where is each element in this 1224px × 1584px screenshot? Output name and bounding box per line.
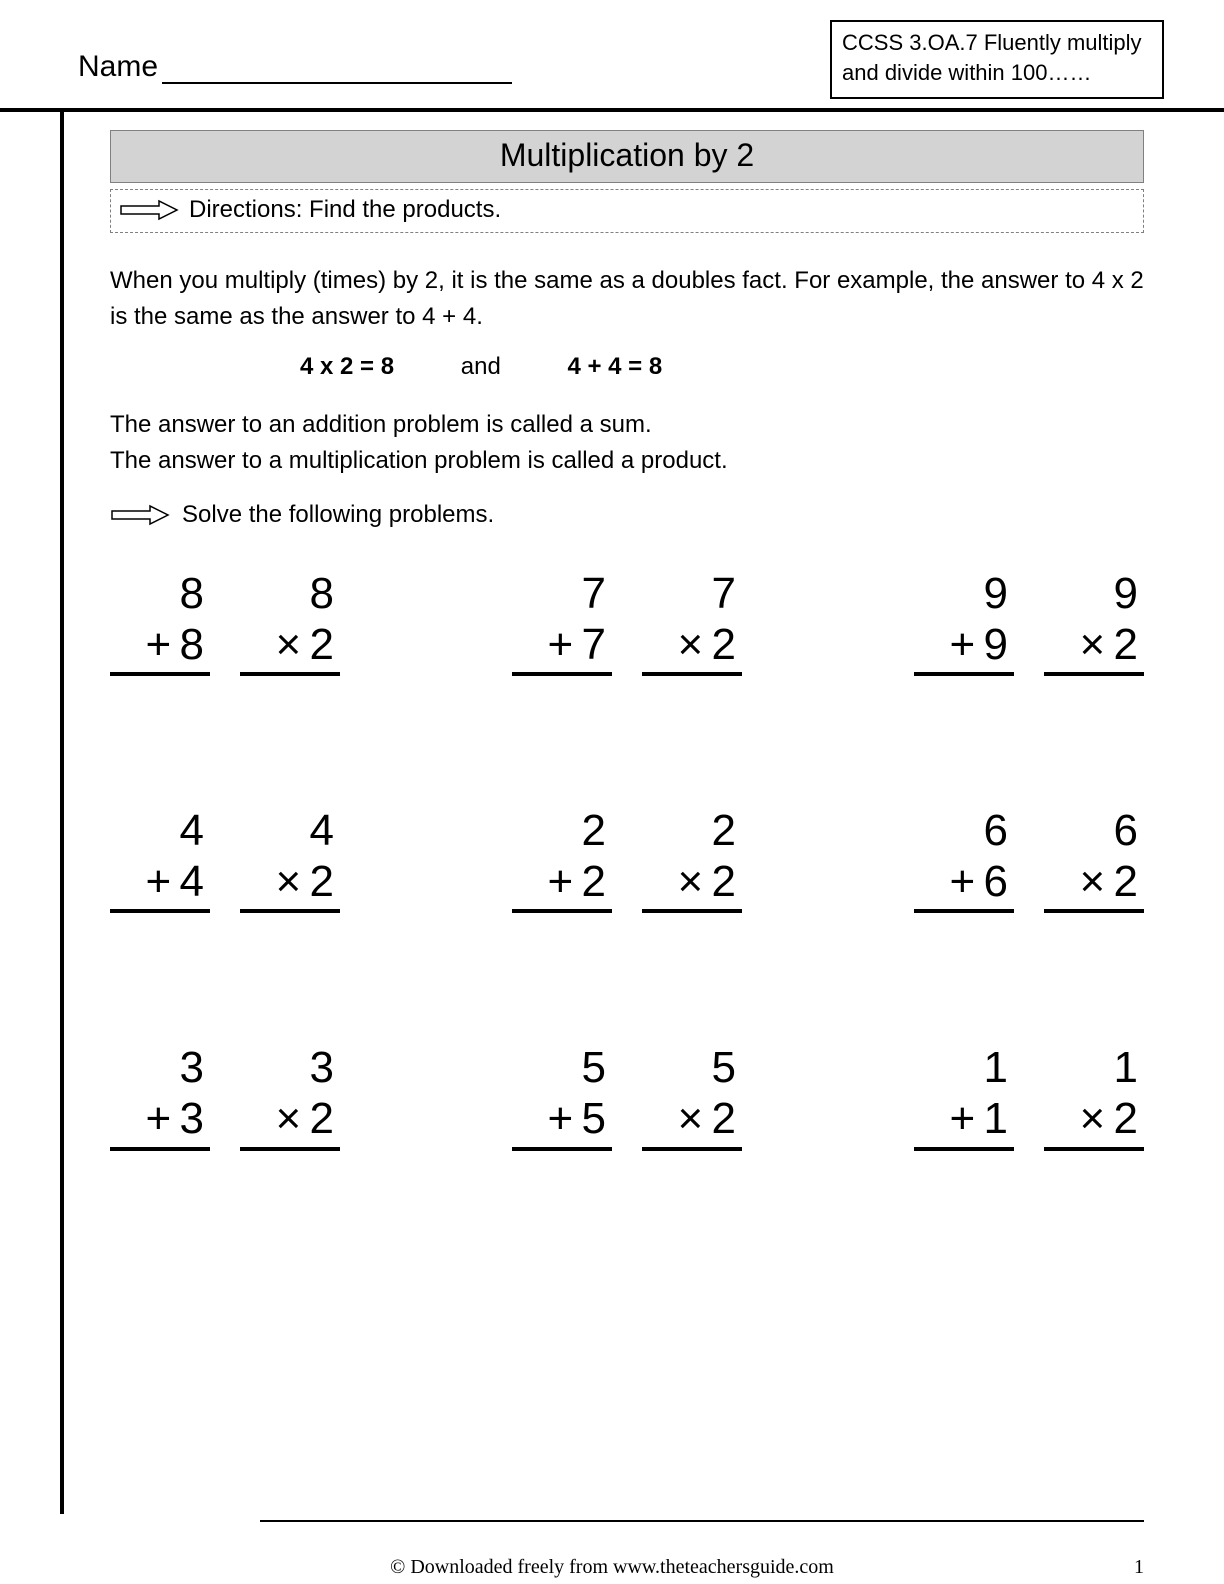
addition-problem: 9+9 [914,569,1014,676]
factor-bottom: ×2 [1044,857,1144,914]
addition-problem: 1+1 [914,1043,1014,1150]
problem-pair: 7+77×2 [512,569,742,676]
addend-top: 9 [914,569,1014,620]
factor-top: 2 [642,806,742,857]
problem-row: 4+44×22+22×26+66×2 [110,806,1144,913]
factor-bottom: ×2 [1044,620,1144,677]
problem-row: 8+88×27+77×29+99×2 [110,569,1144,676]
addend-bottom: +4 [110,857,210,914]
multiplication-problem: 6×2 [1044,806,1144,913]
addition-problem: 6+6 [914,806,1014,913]
directions-text: Directions: Find the products. [189,196,501,224]
solve-text: Solve the following problems. [182,501,494,529]
addition-problem: 2+2 [512,806,612,913]
addend-bottom: +2 [512,857,612,914]
problem-pair: 1+11×2 [914,1043,1144,1150]
definition-sum: The answer to an addition problem is cal… [110,407,1144,443]
multiplication-problem: 8×2 [240,569,340,676]
problem-pair: 5+55×2 [512,1043,742,1150]
addend-bottom: +1 [914,1094,1014,1151]
multiplication-problem: 3×2 [240,1043,340,1150]
worksheet-title: Multiplication by 2 [110,130,1144,183]
multiplication-problem: 2×2 [642,806,742,913]
factor-bottom: ×2 [642,857,742,914]
header-area: Name CCSS 3.OA.7 Fluently multiply and d… [0,0,1224,110]
addend-top: 7 [512,569,612,620]
multiplication-problem: 7×2 [642,569,742,676]
solve-row: Solve the following problems. [110,501,1144,529]
arrow-right-icon [119,198,179,222]
factor-top: 6 [1044,806,1144,857]
example-and: and [401,353,561,381]
addend-bottom: +7 [512,620,612,677]
problem-pair: 2+22×2 [512,806,742,913]
problem-pair: 9+99×2 [914,569,1144,676]
factor-top: 9 [1044,569,1144,620]
example-right: 4 + 4 = 8 [567,353,662,380]
problem-pair: 6+66×2 [914,806,1144,913]
addend-top: 6 [914,806,1014,857]
horizontal-rule [0,108,1224,112]
addend-top: 8 [110,569,210,620]
factor-top: 4 [240,806,340,857]
factor-bottom: ×2 [642,1094,742,1151]
addend-bottom: +9 [914,620,1014,677]
addition-problem: 3+3 [110,1043,210,1150]
addition-problem: 5+5 [512,1043,612,1150]
addend-bottom: +8 [110,620,210,677]
problem-row: 3+33×25+55×21+11×2 [110,1043,1144,1150]
factor-bottom: ×2 [240,620,340,677]
problem-pair: 8+88×2 [110,569,340,676]
addend-bottom: +5 [512,1094,612,1151]
ccss-text: CCSS 3.OA.7 Fluently multiply and divide… [842,30,1142,85]
title-text: Multiplication by 2 [500,137,754,173]
name-blank-line[interactable] [162,56,512,84]
footer-rule [260,1520,1144,1522]
factor-top: 5 [642,1043,742,1094]
multiplication-problem: 4×2 [240,806,340,913]
content-area: Multiplication by 2 Directions: Find the… [110,130,1144,1191]
problem-pair: 3+33×2 [110,1043,340,1150]
multiplication-problem: 5×2 [642,1043,742,1150]
definition-product: The answer to a multiplication problem i… [110,443,1144,479]
factor-bottom: ×2 [1044,1094,1144,1151]
addend-bottom: +3 [110,1094,210,1151]
problem-pair: 4+44×2 [110,806,340,913]
explanation-text: When you multiply (times) by 2, it is th… [110,263,1144,335]
addition-problem: 8+8 [110,569,210,676]
factor-top: 1 [1044,1043,1144,1094]
factor-top: 8 [240,569,340,620]
example-line: 4 x 2 = 8 and 4 + 4 = 8 [110,353,1144,381]
footer-text: © Downloaded freely from www.theteachers… [0,1556,1224,1579]
arrow-right-icon [110,503,170,527]
page-number: 1 [1134,1556,1144,1579]
addend-top: 1 [914,1043,1014,1094]
worksheet-page: Name CCSS 3.OA.7 Fluently multiply and d… [0,0,1224,1584]
problems-grid: 8+88×27+77×29+99×24+44×22+22×26+66×23+33… [110,569,1144,1151]
vertical-rule [60,108,64,1514]
definitions: The answer to an addition problem is cal… [110,407,1144,479]
factor-top: 7 [642,569,742,620]
multiplication-problem: 1×2 [1044,1043,1144,1150]
factor-bottom: ×2 [240,1094,340,1151]
addend-top: 4 [110,806,210,857]
ccss-box: CCSS 3.OA.7 Fluently multiply and divide… [830,20,1164,99]
example-left: 4 x 2 = 8 [300,353,394,380]
multiplication-problem: 9×2 [1044,569,1144,676]
addend-top: 2 [512,806,612,857]
addend-top: 5 [512,1043,612,1094]
addition-problem: 7+7 [512,569,612,676]
directions-box: Directions: Find the products. [110,189,1144,233]
name-label: Name [78,50,158,83]
name-row: Name [78,50,512,84]
addition-problem: 4+4 [110,806,210,913]
factor-bottom: ×2 [240,857,340,914]
factor-bottom: ×2 [642,620,742,677]
addend-bottom: +6 [914,857,1014,914]
factor-top: 3 [240,1043,340,1094]
addend-top: 3 [110,1043,210,1094]
